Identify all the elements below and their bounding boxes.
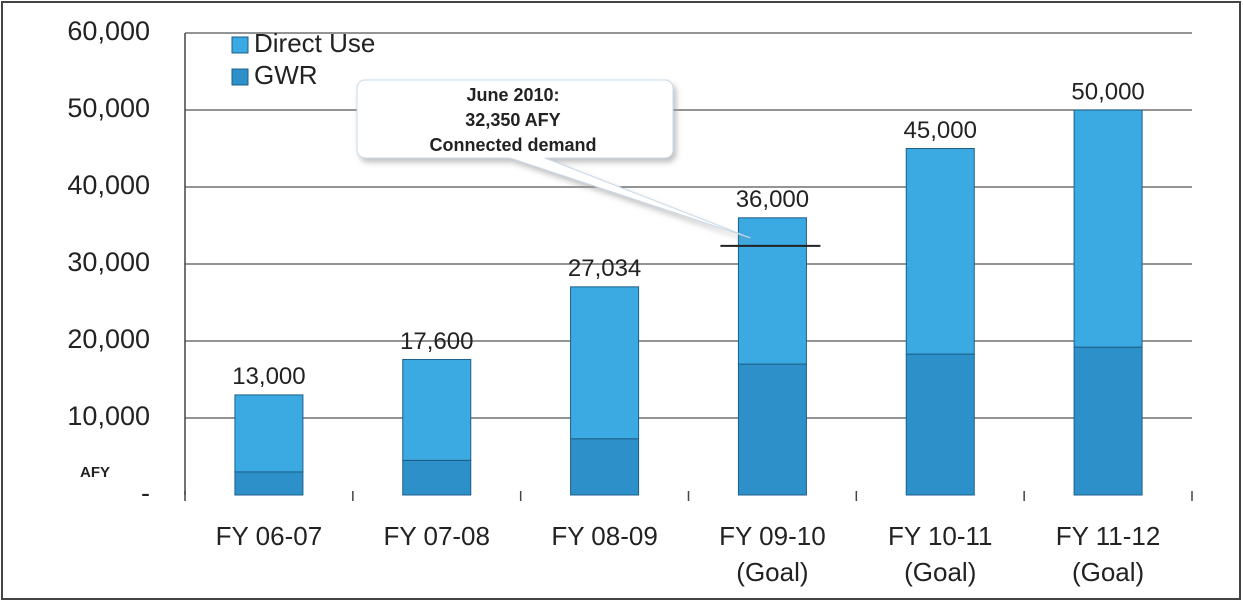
- legend-label: GWR: [254, 60, 318, 90]
- y-axis-label: AFY: [80, 464, 110, 481]
- y-tick-label: 20,000: [67, 324, 150, 354]
- callout: [356, 79, 751, 239]
- y-tick-label: 60,000: [67, 16, 150, 46]
- bar-segment: [1073, 346, 1143, 496]
- legend-swatch: [231, 36, 249, 54]
- x-tick-label: FY 09-10: [719, 521, 825, 551]
- x-tick-label: FY 06-07: [216, 521, 322, 551]
- x-tick-label: (Goal): [904, 557, 976, 587]
- annotation-text: Connected demand: [429, 135, 596, 155]
- annotation-text: 32,350 AFY: [465, 110, 560, 130]
- x-tick-label: FY 08-09: [551, 521, 657, 551]
- x-tick-label: FY 11-12: [1056, 521, 1161, 551]
- x-tick-label: FY 07-08: [384, 521, 490, 551]
- total-label: 13,000: [232, 363, 305, 390]
- bar-segment: [402, 459, 472, 496]
- total-label: 27,034: [568, 255, 641, 282]
- legend-label: Direct Use: [254, 28, 375, 58]
- y-tick-label: 40,000: [67, 170, 150, 200]
- total-label: 45,000: [904, 117, 977, 144]
- x-tick-label: (Goal): [736, 557, 808, 587]
- bar-segment: [905, 148, 975, 355]
- legend-swatch: [231, 68, 249, 86]
- bar-segment: [570, 438, 640, 496]
- total-label: 36,000: [736, 186, 809, 213]
- annotation: June 2010: 32,350 AFY Connected demand: [356, 79, 751, 239]
- x-tick-label: FY 10-11: [888, 521, 993, 551]
- y-tick-label: 10,000: [67, 401, 150, 431]
- y-tick-label: -: [141, 478, 150, 508]
- bar-segment: [737, 217, 807, 365]
- total-label: 50,000: [1071, 78, 1144, 105]
- bar-segment: [234, 394, 304, 473]
- annotation-text: June 2010:: [466, 85, 559, 105]
- x-tick-label: (Goal): [1072, 557, 1144, 587]
- bar-segment: [570, 286, 640, 440]
- bar-segment: [402, 358, 472, 461]
- bar-segment: [905, 353, 975, 496]
- total-label: 17,600: [400, 328, 473, 355]
- y-tick-label: 30,000: [67, 247, 150, 277]
- bar-segment: [234, 471, 304, 496]
- y-tick-label: 50,000: [67, 93, 150, 123]
- bar-segment: [1073, 109, 1143, 348]
- bar-segment: [737, 363, 807, 496]
